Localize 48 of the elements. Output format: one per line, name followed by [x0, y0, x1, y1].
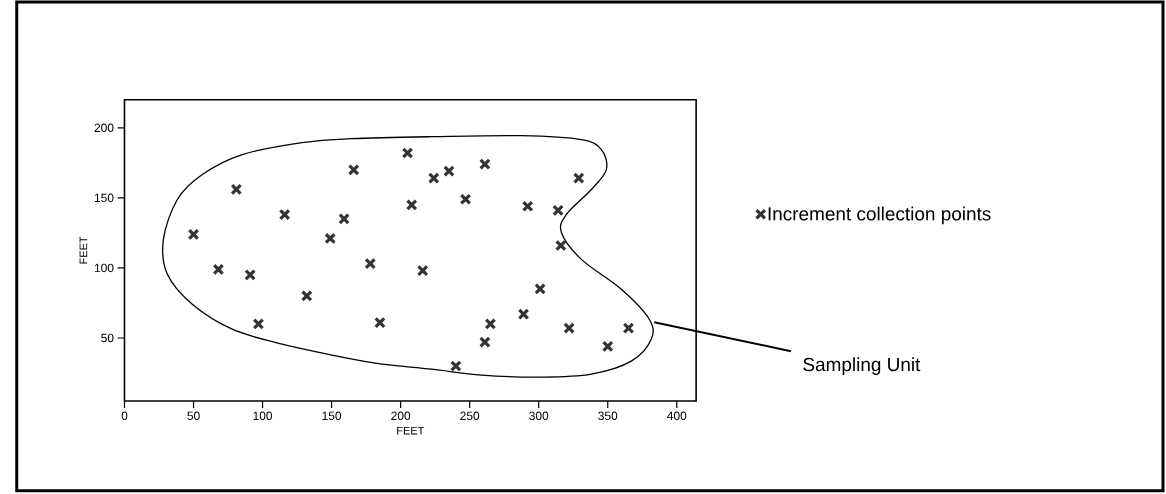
point: [212, 263, 225, 276]
point: [244, 269, 256, 281]
text: Sampling Unit: [803, 357, 921, 376]
x-tick-label: 400: [667, 411, 687, 421]
point: [517, 308, 530, 321]
point: [364, 257, 377, 270]
point: [278, 208, 291, 221]
point: [374, 316, 386, 329]
y-tick-label: 100: [94, 263, 114, 273]
x-tick-label: 0: [121, 411, 128, 421]
point: [230, 183, 243, 196]
point: [405, 199, 418, 211]
point: [450, 360, 462, 372]
x-tick-label: 200: [391, 411, 411, 421]
point: [416, 264, 429, 277]
point: [338, 213, 350, 225]
x-axis-title: FEET: [397, 426, 425, 435]
point: [622, 322, 635, 335]
point: [300, 290, 313, 302]
point: [484, 318, 497, 330]
x-tick-label: 250: [460, 411, 480, 421]
y-tick-label: 50: [101, 333, 114, 343]
point: [401, 147, 414, 159]
point: [534, 283, 546, 295]
y-axis-title: FEET: [79, 236, 88, 264]
point: [324, 232, 337, 245]
point: [459, 193, 472, 206]
y-tick-label: 150: [94, 193, 114, 203]
point: [479, 336, 491, 349]
point: [443, 165, 455, 178]
x-tick-label: 300: [529, 411, 549, 421]
point: [521, 200, 534, 213]
point: [572, 172, 585, 185]
x-tick-label: 100: [253, 411, 273, 421]
x-tick-label: 150: [322, 411, 342, 421]
point: [601, 340, 614, 353]
point: [187, 228, 200, 241]
legend-label: Increment collection points: [768, 206, 991, 225]
point: [347, 164, 360, 176]
x-tick-label: 350: [598, 411, 618, 421]
point: [563, 322, 575, 335]
point: [479, 158, 491, 171]
point: [554, 239, 567, 252]
point: [427, 172, 440, 185]
point: [252, 318, 265, 330]
y-tick-label: 200: [94, 123, 114, 133]
point: [552, 204, 564, 217]
x-tick-label: 50: [187, 411, 200, 421]
